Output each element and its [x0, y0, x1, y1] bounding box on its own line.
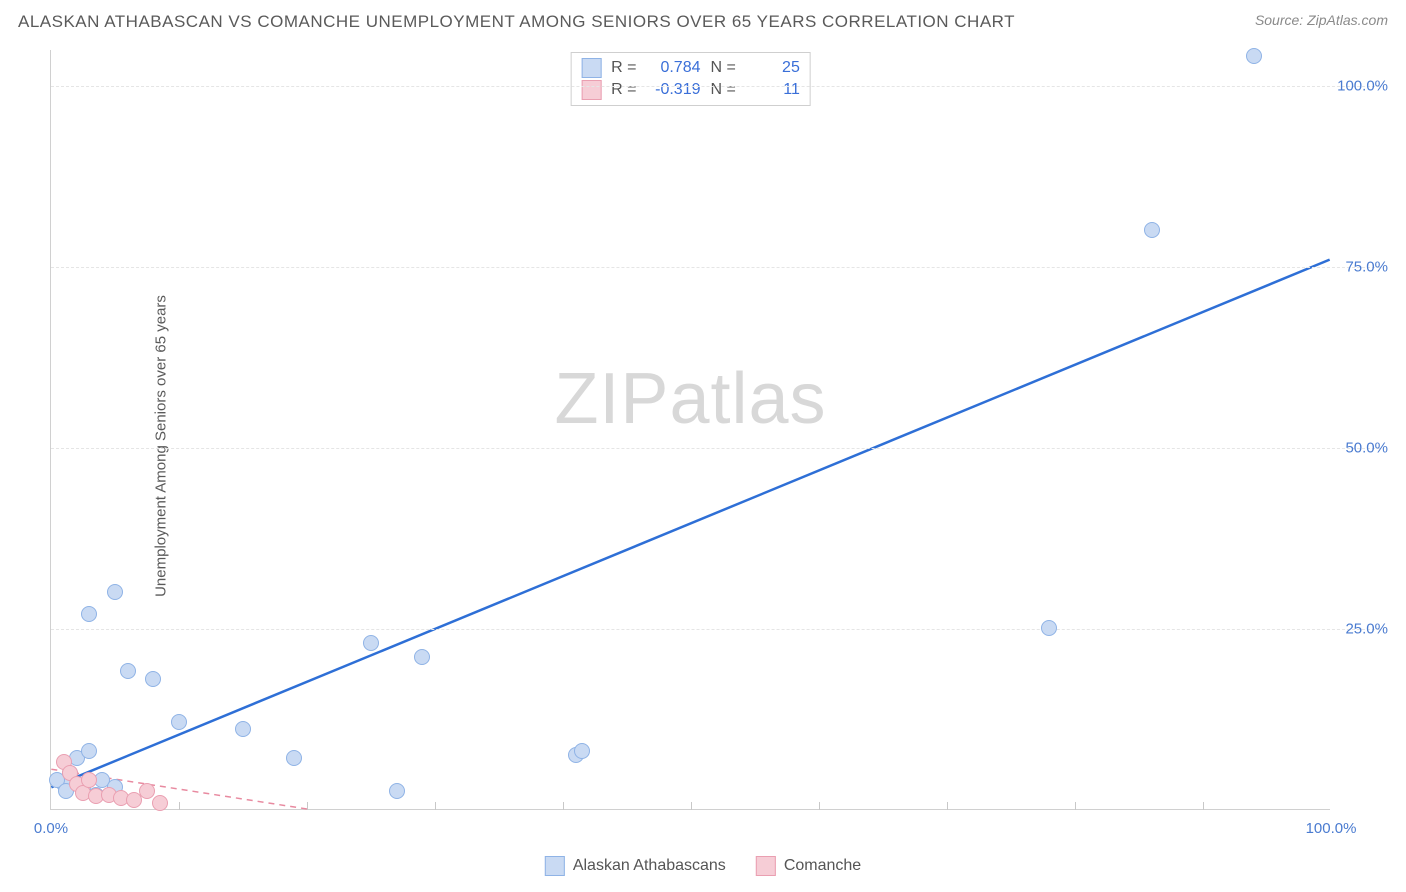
n-value-0: 25 — [746, 59, 800, 77]
x-end-label: 100.0% — [1306, 820, 1357, 837]
x-tick — [691, 802, 692, 810]
scatter-point — [1041, 620, 1057, 636]
correlation-stats-box: R = 0.784 N = 25 R = -0.319 N = 11 — [570, 52, 811, 106]
x-tick — [307, 802, 308, 810]
scatter-point — [235, 721, 251, 737]
y-tick-label: 75.0% — [1345, 259, 1388, 276]
legend-item-0: Alaskan Athabascans — [545, 856, 726, 876]
r-value-1: -0.319 — [647, 81, 701, 99]
y-tick-label: 25.0% — [1345, 621, 1388, 638]
chart-header: ALASKAN ATHABASCAN VS COMANCHE UNEMPLOYM… — [0, 0, 1406, 38]
n-value-1: 11 — [746, 81, 800, 99]
legend-label-1: Comanche — [784, 857, 861, 875]
scatter-point — [139, 783, 155, 799]
scatter-point — [152, 795, 168, 811]
swatch-series-0 — [581, 58, 601, 78]
scatter-point — [1144, 222, 1160, 238]
scatter-point — [574, 743, 590, 759]
x-tick — [563, 802, 564, 810]
r-label-1: R = — [611, 81, 636, 99]
scatter-point — [81, 743, 97, 759]
legend-swatch-0 — [545, 856, 565, 876]
x-tick — [179, 802, 180, 810]
gridline-horizontal — [51, 86, 1380, 87]
scatter-point — [145, 671, 161, 687]
x-tick — [1075, 802, 1076, 810]
x-start-label: 0.0% — [34, 820, 68, 837]
scatter-point — [81, 772, 97, 788]
legend-item-1: Comanche — [756, 856, 861, 876]
scatter-point — [414, 649, 430, 665]
r-label-0: R = — [611, 59, 636, 77]
x-tick — [947, 802, 948, 810]
y-tick-label: 50.0% — [1345, 440, 1388, 457]
r-value-0: 0.784 — [647, 59, 701, 77]
x-tick — [1203, 802, 1204, 810]
source-attribution: Source: ZipAtlas.com — [1255, 12, 1388, 28]
gridline-horizontal — [51, 267, 1380, 268]
scatter-point — [107, 584, 123, 600]
gridline-horizontal — [51, 629, 1380, 630]
y-tick-label: 100.0% — [1337, 78, 1388, 95]
scatter-point — [286, 750, 302, 766]
scatter-plot-area: ZIPatlas R = 0.784 N = 25 R = -0.319 N =… — [50, 50, 1330, 810]
legend-label-0: Alaskan Athabascans — [573, 857, 726, 875]
swatch-series-1 — [581, 80, 601, 100]
x-tick — [819, 802, 820, 810]
trend-lines-svg — [51, 50, 1330, 809]
chart-title: ALASKAN ATHABASCAN VS COMANCHE UNEMPLOYM… — [18, 12, 1015, 32]
scatter-point — [363, 635, 379, 651]
stats-row-series-1: R = -0.319 N = 11 — [581, 79, 800, 101]
gridline-horizontal — [51, 448, 1380, 449]
scatter-point — [1246, 48, 1262, 64]
n-label-0: N = — [711, 59, 736, 77]
scatter-point — [81, 606, 97, 622]
scatter-point — [389, 783, 405, 799]
scatter-point — [120, 663, 136, 679]
n-label-1: N = — [711, 81, 736, 99]
trend-line — [51, 260, 1329, 788]
x-tick — [435, 802, 436, 810]
scatter-point — [171, 714, 187, 730]
stats-row-series-0: R = 0.784 N = 25 — [581, 57, 800, 79]
legend: Alaskan Athabascans Comanche — [545, 856, 861, 876]
legend-swatch-1 — [756, 856, 776, 876]
